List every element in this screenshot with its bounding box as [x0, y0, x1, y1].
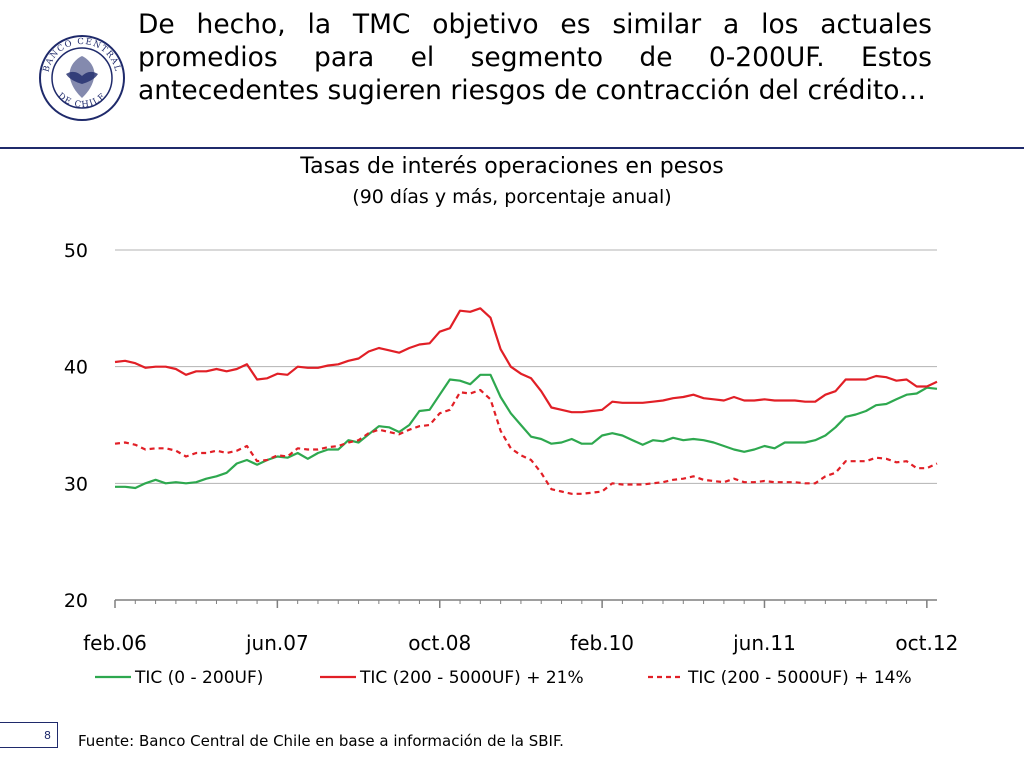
series-layer: [114, 307, 938, 495]
banco-central-seal-logo: BANCO CENTRAL DE CHILE: [39, 35, 125, 121]
x-tick-label: oct.12: [895, 631, 958, 655]
legend: TIC (0 - 200UF) TIC (200 - 5000UF) + 21% T…: [95, 668, 912, 688]
axis-layer: 20 30 40 50 feb.06 jun.07 oct.08 feb.10 jun.11 oc…: [64, 240, 958, 655]
slide-title: De hecho, la TMC objetivo es similar a l…: [138, 9, 932, 106]
series-line-2: [114, 307, 938, 414]
slide-number-box: 8: [0, 722, 58, 748]
y-tick-label: 30: [64, 473, 88, 495]
y-tick-label: 40: [64, 357, 88, 379]
chart-title: Tasas de interés operaciones en pesos: [300, 154, 724, 179]
x-tick-label: oct.08: [408, 631, 471, 655]
x-tick-label: feb.10: [570, 631, 634, 655]
chart-subtitle: (90 días y más, porcentaje anual): [352, 186, 672, 208]
legend-label: TIC (200 - 5000UF) + 21%: [359, 668, 584, 688]
x-tick-label: jun.07: [245, 631, 309, 655]
slide-number: 8: [44, 728, 51, 742]
series-line-1: [115, 373, 938, 490]
y-tick-label: 50: [64, 240, 88, 262]
x-tick-label: feb.06: [83, 631, 147, 655]
series-line-3: [114, 388, 938, 495]
grid-layer: [115, 249, 937, 484]
header-divider: [0, 147, 1024, 149]
y-tick-label: 20: [64, 590, 88, 612]
legend-label: TIC (0 - 200UF): [134, 668, 263, 688]
source-note: Fuente: Banco Central de Chile en base a…: [78, 732, 564, 750]
legend-label: TIC (200 - 5000UF) + 14%: [687, 668, 912, 688]
x-tick-label: jun.11: [732, 631, 796, 655]
